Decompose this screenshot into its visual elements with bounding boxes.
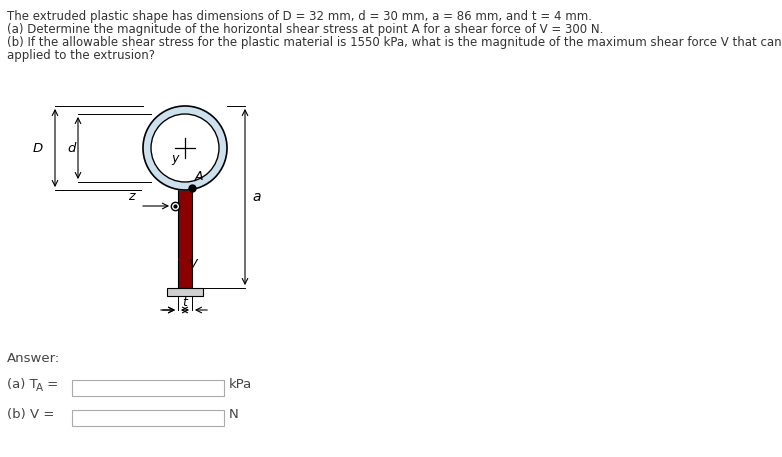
Text: (a) T: (a) T (7, 378, 38, 391)
Text: kPa: kPa (229, 378, 253, 391)
Bar (72, 380, 224, 396)
Text: (a) Determine the magnitude of the horizontal shear stress at point A for a shea: (a) Determine the magnitude of the horiz… (7, 23, 604, 36)
Text: =: = (43, 378, 58, 391)
Circle shape (143, 106, 227, 190)
Bar (178, 185, 192, 288)
Text: A: A (36, 383, 43, 393)
Text: applied to the extrusion?: applied to the extrusion? (7, 49, 155, 62)
Text: (b) If the allowable shear stress for the plastic material is 1550 kPa, what is : (b) If the allowable shear stress for th… (7, 36, 782, 49)
Circle shape (151, 114, 219, 182)
Text: t: t (182, 296, 188, 309)
Bar (72, 410, 224, 426)
Text: a: a (252, 190, 260, 204)
Text: y: y (171, 152, 178, 165)
Text: A: A (195, 170, 203, 183)
Text: V: V (188, 258, 196, 271)
Text: z: z (128, 190, 135, 203)
Text: The extruded plastic shape has dimensions of D = 32 mm, d = 30 mm, a = 86 mm, an: The extruded plastic shape has dimension… (7, 10, 592, 23)
Bar (167, 288, 203, 296)
Text: Answer:: Answer: (7, 352, 60, 365)
Text: N: N (229, 408, 239, 421)
Text: (b) V =: (b) V = (7, 408, 55, 421)
Text: d: d (68, 142, 76, 154)
Text: D: D (33, 142, 43, 154)
